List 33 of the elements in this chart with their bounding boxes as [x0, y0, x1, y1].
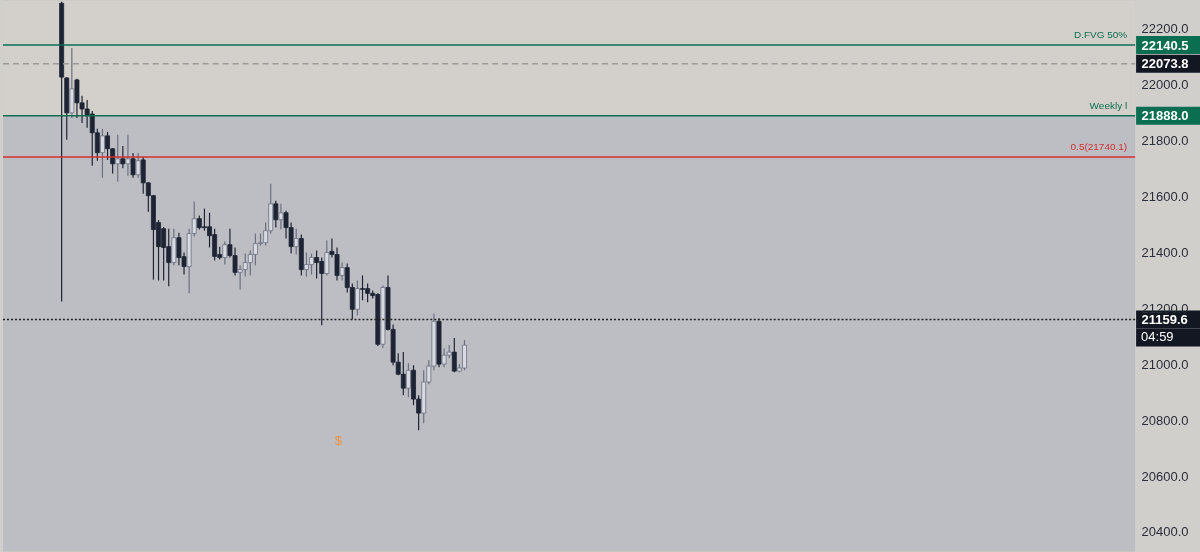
annotation: $ [334, 432, 343, 448]
candlestick [273, 200, 279, 229]
candlestick [222, 240, 228, 266]
y-tick-label: 21000.0 [1141, 356, 1189, 372]
y-tick-label: 20800.0 [1141, 412, 1189, 428]
candlestick [451, 337, 457, 373]
y-tick-label: 20600.0 [1141, 468, 1189, 484]
candlestick [324, 239, 330, 277]
candlestick [130, 152, 136, 179]
y-tick-label: 22073.8 [1141, 56, 1189, 72]
ref-line-label: Weekly l [1089, 99, 1128, 111]
candlestick [293, 228, 299, 256]
y-tick-label: 21800.0 [1141, 132, 1189, 148]
ref-line-label: D.FVG 50% [1073, 29, 1128, 41]
candlestick [400, 351, 406, 396]
candlestick [354, 279, 360, 317]
candlestick [314, 249, 320, 280]
y-tick-label: 20400.0 [1141, 524, 1189, 540]
candlestick [115, 134, 121, 183]
y-tick-label: 22140.5 [1141, 37, 1189, 53]
candlestick [120, 145, 126, 169]
candlestick [100, 128, 105, 179]
y-tick-label: 22000.0 [1141, 76, 1189, 92]
y-tick-label: 21600.0 [1141, 188, 1189, 204]
candlestick [135, 152, 141, 179]
y-tick-label: 21400.0 [1141, 244, 1189, 260]
candlestick [278, 203, 284, 231]
ref-line-label: 0.5(21740.1) [1070, 141, 1128, 153]
y-tick-label: 21888.0 [1141, 108, 1189, 124]
candlestick [125, 134, 131, 177]
text: 04:59 [1141, 329, 1174, 345]
y-tick-label: 22200.0 [1141, 20, 1189, 36]
candlestick [405, 362, 411, 398]
